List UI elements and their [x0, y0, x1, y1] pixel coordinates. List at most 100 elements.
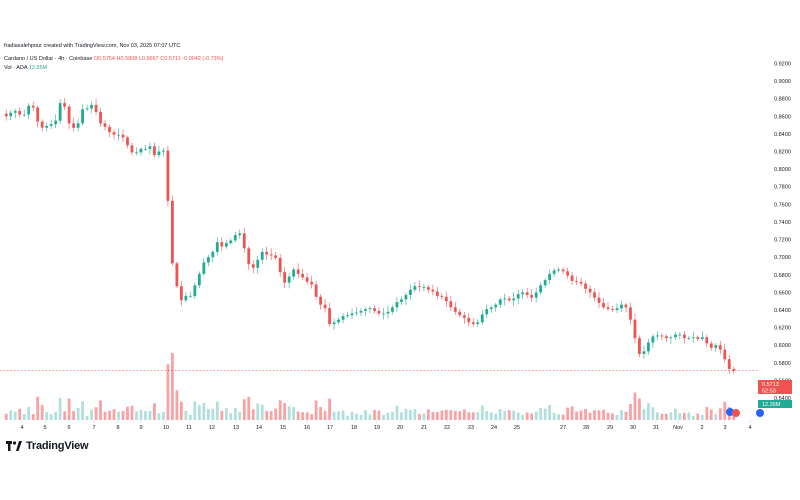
candle-body — [211, 251, 215, 258]
volume-bar — [179, 401, 183, 420]
price-tick-label: 0.6400 — [774, 308, 791, 314]
candle-body — [431, 289, 435, 292]
volume-bar — [121, 410, 125, 420]
candle-body — [337, 319, 340, 323]
volume-bar — [63, 411, 67, 420]
candle-body — [409, 289, 412, 296]
candle-body — [314, 284, 318, 297]
candle-body — [525, 292, 529, 296]
candle-body — [480, 314, 484, 323]
volume-bar — [656, 412, 659, 420]
candle-body — [723, 349, 727, 360]
volume-bar — [229, 413, 233, 420]
volume-bar — [130, 405, 134, 420]
price-tick-label: 0.6800 — [774, 273, 791, 279]
volume-bar — [723, 401, 727, 420]
tradingview-logo[interactable]: TradingView — [6, 440, 89, 452]
candle-body — [58, 103, 62, 121]
candle-body — [422, 287, 426, 288]
candle-body — [444, 296, 448, 302]
candle-body — [732, 368, 736, 371]
last-price-badge: 0.5713 52:53 — [758, 380, 792, 395]
candle-body — [296, 269, 300, 274]
candle-body — [606, 307, 610, 310]
candle-body — [602, 302, 605, 308]
time-tick-label: 15 — [280, 425, 286, 431]
candle-body — [157, 151, 161, 156]
candle-body — [63, 103, 67, 107]
candle-body — [665, 336, 668, 339]
volume-bar — [108, 410, 111, 420]
candle-body — [611, 309, 614, 310]
candle-body — [112, 132, 116, 135]
time-tick-label: 13 — [233, 425, 239, 431]
candle-body — [99, 111, 102, 124]
time-tick-label: 28 — [583, 425, 589, 431]
candle-body — [233, 235, 237, 241]
event-flag-icon[interactable] — [732, 409, 740, 417]
candle-body — [678, 334, 682, 336]
candle-body — [539, 285, 543, 293]
candle-body — [543, 280, 547, 286]
volume-bar — [85, 415, 89, 420]
last-price-label: 0.5713 — [762, 382, 779, 388]
volume-label[interactable]: Vol · ADA — [4, 65, 28, 71]
volume-bar — [292, 406, 296, 420]
time-axis[interactable]: 4 5 6 7 8 9 10 11 12 13 14 15 16 17 18 19 20 21 22 23 24 25 27… — [20, 420, 752, 431]
candle-body — [489, 307, 493, 310]
candle-body — [310, 281, 314, 285]
volume-bar — [350, 411, 354, 420]
candle-body — [9, 112, 13, 117]
volume-bar — [211, 408, 215, 420]
tradingview-mark-icon — [6, 441, 22, 451]
volume-bar — [642, 409, 646, 420]
price-tick-label: 0.7200 — [774, 238, 791, 244]
volume-bar — [31, 414, 35, 420]
volume-bar — [700, 415, 704, 420]
candle-body — [503, 298, 507, 300]
candle-body — [575, 280, 578, 282]
volume-bar — [9, 410, 13, 420]
volume-bar — [197, 405, 201, 420]
candle-body — [135, 152, 138, 154]
candle-body — [651, 336, 655, 343]
candle-body — [660, 335, 664, 337]
event-markers[interactable] — [726, 408, 764, 417]
us-flag-icon[interactable] — [756, 409, 764, 417]
candle-body — [714, 345, 718, 348]
volume-bar — [629, 403, 632, 420]
volume-bar — [498, 409, 502, 420]
candle-body — [130, 145, 134, 153]
price-axis[interactable]: 0.9200 0.9000 0.8800 0.8600 0.8400 0.8200 0.80… — [774, 62, 791, 403]
price-tick-label: 0.8600 — [774, 114, 791, 120]
candle-body — [247, 248, 251, 265]
candle-body — [597, 297, 601, 303]
candle-body — [260, 251, 264, 260]
volume-bar — [260, 404, 264, 420]
volume-badge: 12.35M — [758, 400, 792, 408]
candle-body — [171, 200, 174, 264]
candle-body — [323, 304, 327, 309]
volume-bar — [588, 412, 592, 420]
candle-body — [498, 299, 502, 305]
volume-bar — [624, 411, 628, 420]
candle-body — [108, 126, 111, 133]
candle-body — [36, 107, 40, 122]
volume-bar — [256, 403, 260, 420]
time-tick-label: 6 — [67, 425, 70, 431]
candle-body — [700, 337, 704, 340]
volume-bar — [548, 405, 552, 420]
candle-body — [557, 269, 561, 271]
symbol-title[interactable]: Cardano / US Dollar · 4h · Coinbase — [4, 56, 93, 62]
time-tick-label: 4 — [748, 425, 751, 431]
volume-bar — [382, 414, 385, 420]
event-flag-icon[interactable] — [726, 408, 734, 416]
volume-bar — [188, 414, 192, 420]
volume-bar — [512, 410, 516, 420]
volume-bar — [341, 410, 345, 420]
volume-bar — [99, 400, 102, 420]
volume-bar — [660, 413, 664, 420]
candle-body — [638, 338, 641, 354]
volume-bar — [4, 413, 8, 420]
